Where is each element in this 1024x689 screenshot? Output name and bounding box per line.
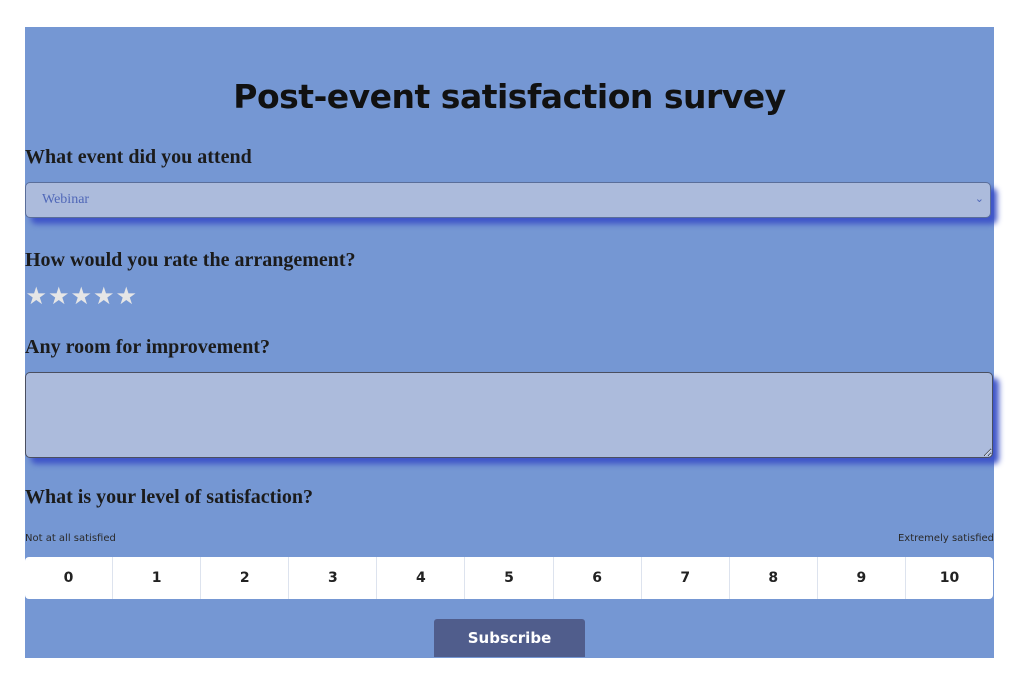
- star-rating: ★ ★ ★ ★ ★: [25, 283, 138, 309]
- survey-form: Post-event satisfaction survey What even…: [25, 27, 994, 658]
- event-select-value: Webinar: [42, 192, 90, 207]
- star-icon[interactable]: ★: [92, 282, 115, 310]
- scale-option-3[interactable]: 3: [289, 557, 378, 599]
- star-icon[interactable]: ★: [25, 282, 47, 310]
- scale-option-6[interactable]: 6: [554, 557, 642, 599]
- scale-option-9[interactable]: 9: [818, 557, 906, 599]
- star-icon[interactable]: ★: [115, 282, 137, 310]
- rating-question-label: How would you rate the arrangement?: [25, 249, 356, 271]
- scale-option-1[interactable]: 1: [113, 557, 202, 599]
- scale-max-label: Extremely satisfied: [897, 533, 994, 544]
- event-select[interactable]: Webinar ⌄: [25, 182, 991, 218]
- scale-option-0[interactable]: 0: [25, 557, 114, 599]
- scale-option-7[interactable]: 7: [642, 557, 730, 599]
- subscribe-button[interactable]: Subscribe: [434, 619, 585, 657]
- star-icon[interactable]: ★: [70, 282, 92, 310]
- satisfaction-question-label: What is your level of satisfaction?: [25, 486, 313, 508]
- scale-min-label: Not at all satisfied: [25, 533, 116, 544]
- scale-option-4[interactable]: 4: [377, 557, 466, 599]
- scale-option-8[interactable]: 8: [730, 557, 818, 599]
- scale-option-5[interactable]: 5: [465, 557, 554, 599]
- page-title: Post-event satisfaction survey: [233, 77, 786, 116]
- scale-option-2[interactable]: 2: [201, 557, 290, 599]
- improvement-question-label: Any room for improvement?: [25, 336, 270, 358]
- improvement-textarea[interactable]: [25, 372, 993, 458]
- satisfaction-scale: 0 1 2 3 4 5 6 7 8 9 10: [25, 557, 993, 599]
- scale-option-10[interactable]: 10: [939, 570, 960, 586]
- chevron-down-icon: ⌄: [974, 192, 984, 205]
- star-icon[interactable]: ★: [47, 282, 70, 310]
- event-question-label: What event did you attend: [25, 146, 252, 168]
